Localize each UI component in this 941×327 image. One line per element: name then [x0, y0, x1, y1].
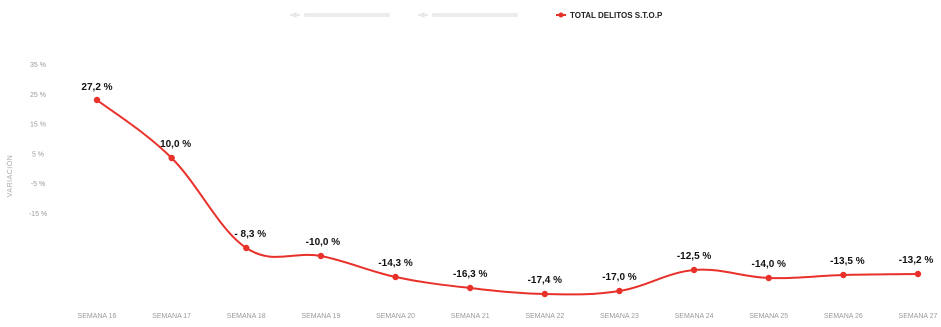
- y-tick-label: -15 %: [29, 211, 47, 218]
- data-labels: 27,2 % 10,0 % - 8,3 % -10,0 % -14,3 % -16,3 %…: [81, 82, 933, 286]
- legend-label: TOTAL DELITOS S.T.O.P: [570, 11, 663, 20]
- data-point-semana-24: [690, 266, 698, 274]
- x-tick-label-semana-18: SEMANA 18: [227, 313, 266, 320]
- data-point-semana-27: [914, 270, 922, 278]
- data-point-semana-19: [317, 252, 325, 260]
- x-tick-label-semana-17: SEMANA 17: [152, 313, 191, 320]
- y-tick-label: -5 %: [31, 181, 45, 188]
- series-points: [93, 96, 922, 298]
- x-tick-label-semana-27: SEMANA 27: [899, 313, 938, 320]
- data-point-semana-22: [541, 290, 549, 298]
- data-label-semana-21: -16,3 %: [453, 269, 488, 280]
- y-axis-title: VARIACIÓN: [5, 155, 14, 198]
- x-axis: SEMANA 16 SEMANA 17 SEMANA 18 SEMANA 19 SEMA…: [78, 313, 938, 320]
- data-label-semana-16: 27,2 %: [81, 82, 112, 93]
- x-tick-label-semana-22: SEMANA 22: [525, 313, 564, 320]
- legend-swatch-dot: [292, 12, 298, 18]
- legend-placeholder: [304, 13, 390, 17]
- data-label-semana-27: -13,2 %: [899, 255, 934, 266]
- data-label-semana-22: -17,4 %: [528, 275, 563, 286]
- legend-swatch-dot: [558, 12, 564, 18]
- data-point-semana-25: [765, 274, 772, 282]
- data-point-semana-23: [616, 287, 623, 295]
- data-label-semana-25: -14,0 %: [751, 259, 786, 270]
- legend: TOTAL DELITOS S.T.O.P: [290, 11, 663, 20]
- x-tick-label-semana-26: SEMANA 26: [824, 313, 863, 320]
- x-tick-label-semana-20: SEMANA 20: [376, 313, 415, 320]
- legend-item-1: [290, 12, 390, 18]
- legend-placeholder: [432, 13, 518, 17]
- data-label-semana-18: - 8,3 %: [234, 229, 266, 240]
- series-total-delitos-line: [96, 99, 919, 296]
- legend-item-2: [418, 12, 518, 18]
- x-tick-label-semana-25: SEMANA 25: [749, 313, 788, 320]
- legend-swatch-dot: [420, 12, 426, 18]
- x-tick-label-semana-23: SEMANA 23: [600, 313, 639, 320]
- legend-item-3: TOTAL DELITOS S.T.O.P: [556, 11, 663, 20]
- x-tick-label-semana-24: SEMANA 24: [675, 313, 714, 320]
- data-label-semana-24: -12,5 %: [677, 251, 712, 262]
- data-label-semana-26: -13,5 %: [830, 256, 865, 267]
- series-line-total-delitos-s-t-o-p: [96, 99, 919, 296]
- y-tick-label: 35 %: [30, 62, 46, 69]
- data-label-semana-19: -10,0 %: [306, 237, 341, 248]
- y-tick-label: 25 %: [30, 92, 46, 99]
- x-tick-label-semana-19: SEMANA 19: [301, 313, 340, 320]
- y-tick-label: 5 %: [32, 151, 44, 158]
- data-point-semana-20: [392, 273, 399, 281]
- data-point-semana-18: [243, 244, 250, 252]
- data-label-semana-23: -17,0 %: [602, 272, 637, 283]
- data-point-semana-26: [840, 271, 847, 279]
- x-tick-label-semana-21: SEMANA 21: [451, 313, 490, 320]
- data-label-semana-20: -14,3 %: [378, 258, 413, 269]
- data-point-semana-17: [168, 154, 175, 162]
- y-axis: 35 % 25 % 15 % 5 % -5 % -15 % VARIACIÓN: [5, 62, 47, 218]
- data-label-semana-17: 10,0 %: [160, 139, 191, 150]
- y-tick-label: 15 %: [30, 122, 46, 129]
- data-point-semana-16: [93, 96, 101, 104]
- x-tick-label-semana-16: SEMANA 16: [78, 313, 117, 320]
- data-point-semana-21: [466, 284, 474, 292]
